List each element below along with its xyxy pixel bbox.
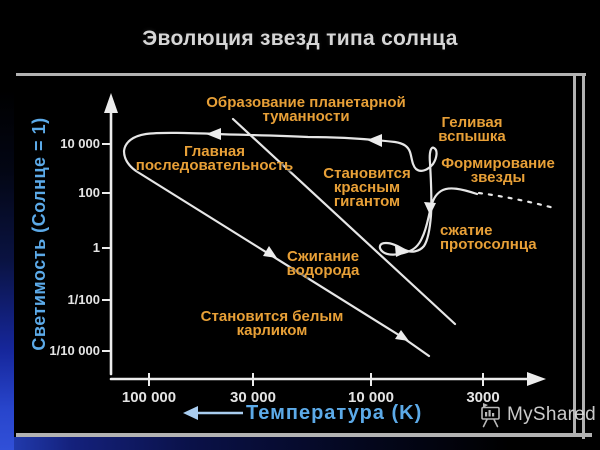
- x-axis-title: Температура (K): [246, 402, 423, 424]
- watermark[interactable]: MyShared: [480, 402, 596, 428]
- left-arrow-icon: [183, 406, 198, 420]
- figure-border-bottom: [16, 433, 592, 437]
- slide-background-left-edge: [0, 0, 14, 450]
- annotation-planetary-nebula: Образование планетарной туманности: [206, 94, 406, 125]
- track-arrow-downright-icon: [263, 246, 277, 258]
- x-axis-arrow-icon: [527, 372, 546, 386]
- y-tick-label: 100: [78, 185, 100, 200]
- axis-arrowheads: [104, 93, 546, 386]
- y-axis-arrow-icon: [104, 93, 118, 113]
- x-tick-label: 10 000: [348, 389, 394, 406]
- axis-ticks: [102, 143, 484, 386]
- y-axis-title: Светимость (Солнце = 1): [29, 117, 49, 351]
- track-arrowheads: [206, 128, 436, 341]
- x-tick-label: 3000: [466, 389, 500, 406]
- y-tick-label: 1: [92, 240, 100, 255]
- annotation-main-sequence: Главная последовательность: [135, 143, 294, 174]
- track-arrow-downright-icon: [395, 330, 409, 341]
- temperature-direction-arrow: [183, 406, 243, 420]
- x-tick-label: 30 000: [230, 389, 276, 406]
- track-arrow-left-icon: [367, 134, 382, 147]
- track-arrow-left-icon: [206, 128, 221, 140]
- x-tick-label: 100 000: [121, 389, 177, 406]
- annotation-white-dwarf: Становится белым карликом: [200, 308, 344, 339]
- presentation-screen-icon: [481, 403, 500, 428]
- track-arrow-down-icon: [424, 202, 436, 215]
- annotation-hydrogen-burning: Сжигание водорода: [286, 248, 360, 279]
- annotation-protosun-contraction: сжатие протосолнца: [440, 222, 537, 253]
- figure-border-right-outer: [582, 73, 585, 439]
- y-tick-label: 10 000: [60, 136, 100, 151]
- annotation-red-giant: Становится красным гигантом: [323, 165, 411, 210]
- track-arrow-right-icon: [395, 246, 409, 257]
- slide-background-bottom-edge: [0, 437, 600, 450]
- main-sequence-line: [231, 117, 457, 326]
- figure-border-right-inner: [573, 73, 576, 436]
- evolution-track-dashed: [477, 191, 556, 210]
- y-tick-label: 1/100: [67, 292, 100, 307]
- y-tick-label: 1/10 000: [49, 343, 100, 358]
- slide-title: Эволюция звезд типа солнца: [142, 27, 458, 50]
- watermark-label: MyShared: [507, 404, 596, 425]
- evolution-track: [122, 131, 479, 358]
- figure-border-top: [16, 73, 586, 76]
- annotation-star-formation: Формирование звезды: [441, 155, 555, 186]
- annotation-helium-flash: Геливая вспышка: [438, 114, 506, 145]
